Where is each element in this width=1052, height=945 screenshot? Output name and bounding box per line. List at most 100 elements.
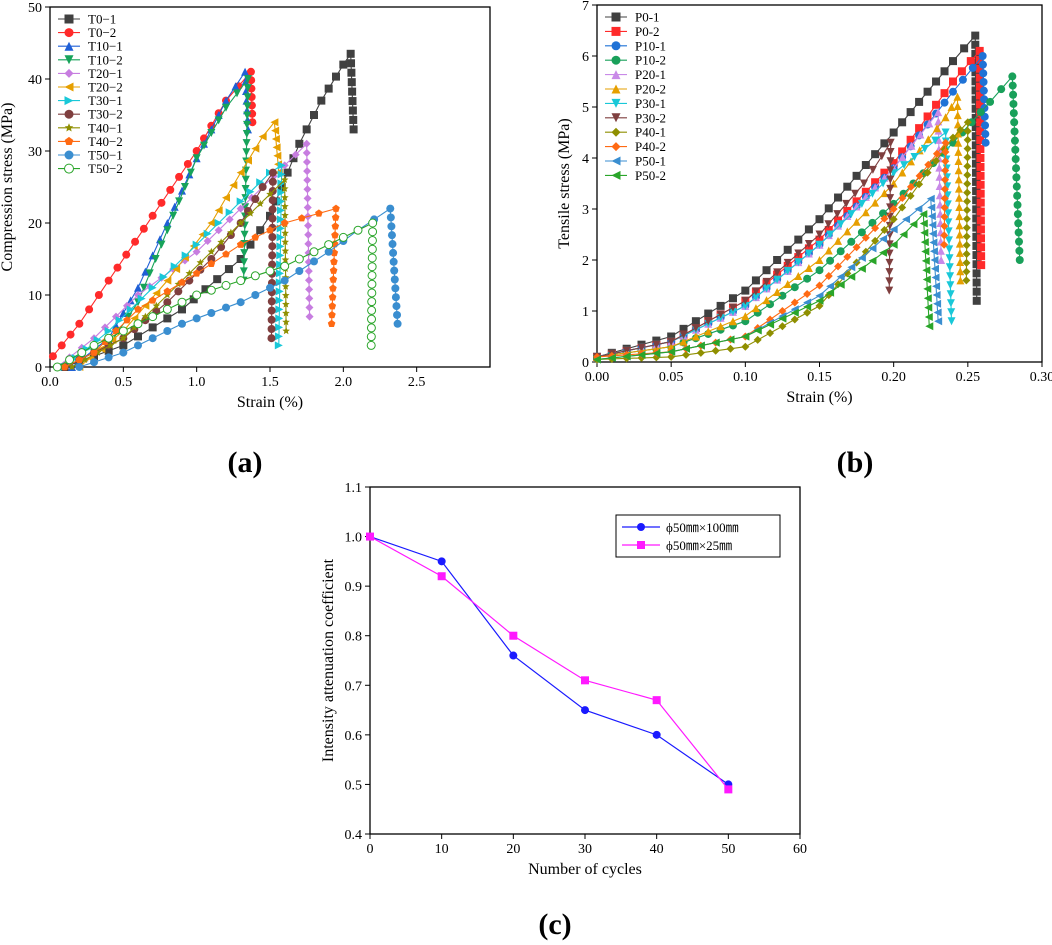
data-point <box>347 59 356 68</box>
data-point <box>898 203 907 212</box>
data-point <box>104 333 114 343</box>
data-point <box>955 248 964 257</box>
data-point <box>976 100 985 109</box>
data-point <box>368 227 378 237</box>
data-point <box>880 214 889 223</box>
legend-label: T40−1 <box>88 120 123 135</box>
data-point <box>910 152 919 161</box>
y-axis-label: Intensity attenuation coefficient <box>320 558 337 762</box>
data-point <box>906 135 915 144</box>
data-point <box>851 189 860 198</box>
data-point <box>637 343 646 352</box>
data-point <box>972 278 981 287</box>
data-point <box>280 261 290 271</box>
data-point <box>243 93 252 102</box>
data-point <box>949 77 957 86</box>
data-point <box>225 215 234 224</box>
series-P0-1 <box>593 31 981 361</box>
data-point <box>652 696 661 705</box>
data-point <box>303 176 312 185</box>
legend-marker <box>64 55 74 65</box>
data-point <box>902 215 911 224</box>
data-point <box>886 175 895 184</box>
data-point <box>860 179 868 188</box>
legend-label: P10-1 <box>635 38 666 53</box>
data-point <box>266 226 274 234</box>
data-point <box>931 136 940 145</box>
legend: T0−1T0−2T10−1T10−2T20−1T20−2T30−1T30−2T4… <box>58 12 123 176</box>
data-point <box>976 225 985 234</box>
legend-marker <box>64 41 74 51</box>
data-point <box>943 200 952 209</box>
data-point <box>906 182 915 191</box>
data-point <box>231 82 240 91</box>
data-point <box>268 251 277 260</box>
x-tick-label: 1.5 <box>261 375 279 390</box>
data-point <box>386 213 395 222</box>
data-point <box>834 221 843 230</box>
data-point <box>667 332 676 341</box>
data-point <box>347 68 356 77</box>
data-point <box>185 269 194 277</box>
data-point <box>691 324 700 332</box>
data-point <box>935 182 944 191</box>
data-point <box>85 305 94 314</box>
legend-marker <box>611 84 621 94</box>
data-point <box>751 304 760 313</box>
data-point <box>915 146 924 155</box>
data-point <box>667 337 676 346</box>
data-point <box>267 297 276 306</box>
data-point <box>815 301 824 310</box>
data-point <box>392 302 401 311</box>
data-point <box>962 250 971 259</box>
y-tick-label: 40 <box>28 73 42 88</box>
data-point <box>386 204 395 213</box>
data-point <box>241 175 250 184</box>
data-point <box>962 214 971 223</box>
legend-label: T50−1 <box>88 148 123 163</box>
data-point <box>803 290 812 298</box>
data-point <box>214 116 223 125</box>
legend-label: T10−2 <box>88 52 123 67</box>
data-point <box>256 226 265 235</box>
data-point <box>81 355 89 364</box>
data-point <box>367 235 377 245</box>
data-point <box>857 264 866 273</box>
data-point <box>241 194 250 203</box>
data-point <box>716 301 725 310</box>
data-point <box>691 332 700 341</box>
data-point <box>244 75 252 83</box>
data-point <box>332 204 340 212</box>
data-point <box>880 139 889 148</box>
data-point <box>346 49 355 58</box>
data-point <box>941 166 950 175</box>
data-point <box>118 326 128 336</box>
data-point <box>834 236 843 245</box>
legend-label: T30−1 <box>88 93 123 108</box>
data-point <box>281 229 289 237</box>
data-point <box>123 316 131 324</box>
data-point <box>919 219 928 228</box>
data-point <box>224 265 233 274</box>
data-point <box>941 175 950 184</box>
data-point <box>265 266 275 276</box>
data-point <box>843 212 852 221</box>
data-point <box>804 249 813 258</box>
data-point <box>932 156 941 165</box>
data-point <box>868 165 877 174</box>
data-point <box>914 205 923 213</box>
data-point <box>976 234 985 243</box>
data-point <box>119 348 128 357</box>
series-line <box>369 536 729 790</box>
data-point <box>305 303 314 312</box>
data-point <box>393 310 402 319</box>
data-point <box>268 233 277 241</box>
data-point <box>203 237 212 245</box>
data-point <box>868 244 877 253</box>
data-point <box>803 302 812 311</box>
data-point <box>329 275 338 283</box>
data-point <box>367 314 377 324</box>
data-point <box>940 98 949 107</box>
series-P50-2 <box>593 210 934 364</box>
data-point <box>955 239 964 248</box>
